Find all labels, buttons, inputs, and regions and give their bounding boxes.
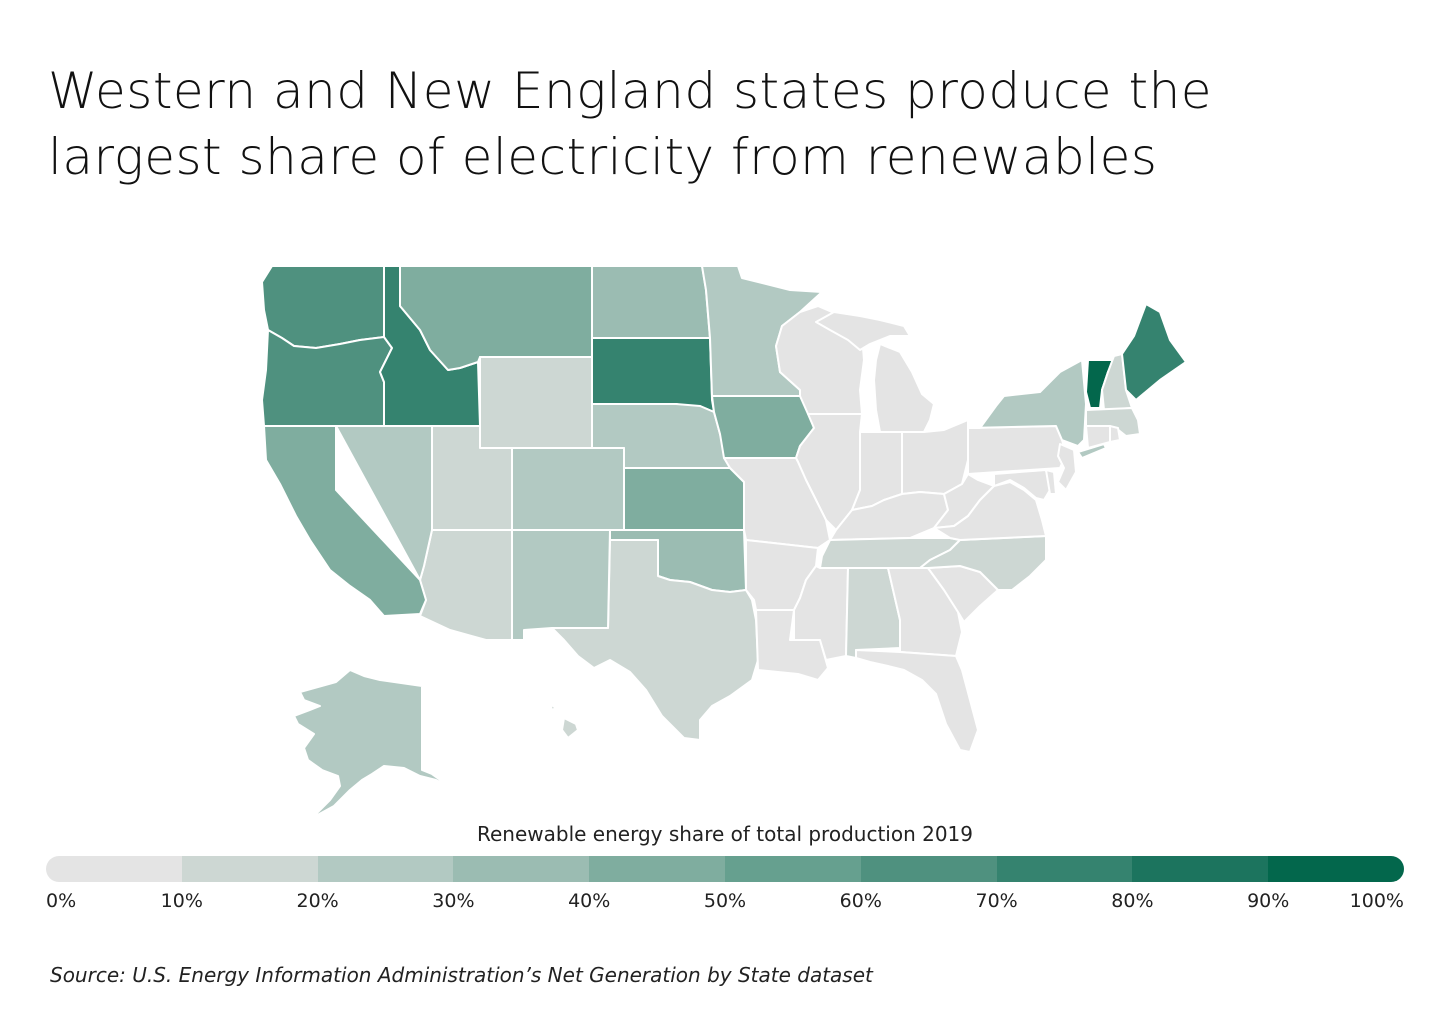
state-nj[interactable]	[1057, 443, 1077, 491]
state-co[interactable]	[511, 447, 625, 531]
legend-bin-3	[453, 856, 590, 882]
legend-bin-6	[860, 856, 997, 882]
state-sd[interactable]	[591, 337, 715, 413]
state-mi-lower[interactable]	[873, 343, 935, 433]
legend-tick: 0%	[46, 890, 77, 912]
state-mi-upper[interactable]	[815, 311, 911, 351]
color-scale-legend	[46, 856, 1404, 882]
legend-title: Renewable energy share of total producti…	[476, 822, 974, 846]
state-me[interactable]	[1121, 303, 1187, 401]
legend-tick: 90%	[1247, 890, 1290, 912]
state-la[interactable]	[755, 609, 829, 681]
chart-title-line-1: Western and New England states produce t…	[48, 62, 1213, 120]
state-ks[interactable]	[623, 467, 745, 531]
legend-tick: 100%	[1349, 890, 1404, 912]
legend-tick: 20%	[296, 890, 339, 912]
legend-bin-0	[46, 856, 182, 882]
state-nc[interactable]	[919, 535, 1047, 591]
state-tx[interactable]	[551, 539, 759, 741]
legend-bin-4	[589, 856, 725, 882]
legend-tick-labels: 0% 10% 20% 30% 40% 50% 60% 70% 80% 90% 1…	[46, 890, 1404, 916]
source-note: Source: U.S. Energy Information Administ…	[50, 963, 873, 987]
state-va[interactable]	[933, 481, 1047, 541]
legend-bin-8	[1132, 856, 1269, 882]
state-nv[interactable]	[335, 425, 433, 581]
legend-bin-5	[724, 856, 861, 882]
legend-tick: 40%	[568, 890, 611, 912]
legend-bin-9	[1268, 856, 1404, 882]
legend-tick: 70%	[975, 890, 1018, 912]
state-ca[interactable]	[263, 425, 427, 617]
state-oh[interactable]	[901, 419, 969, 495]
state-az[interactable]	[419, 529, 513, 641]
state-nm[interactable]	[511, 529, 611, 641]
legend-bin-1	[181, 856, 318, 882]
legend-bin-2	[317, 856, 454, 882]
state-ak[interactable]	[293, 669, 475, 819]
state-hi[interactable]	[561, 717, 579, 739]
legend-tick: 30%	[432, 890, 475, 912]
legend-tick: 80%	[1111, 890, 1154, 912]
state-nd[interactable]	[591, 265, 711, 339]
state-de[interactable]	[1045, 469, 1057, 495]
legend-tick: 60%	[839, 890, 882, 912]
chart-title-line-2: largest share of electricity from renewa…	[48, 128, 1158, 186]
state-hi-islands[interactable]	[501, 681, 557, 711]
state-wa[interactable]	[261, 265, 385, 349]
state-ct[interactable]	[1085, 425, 1111, 449]
state-ny[interactable]	[967, 359, 1087, 447]
legend-bin-7	[996, 856, 1133, 882]
legend-tick: 10%	[160, 890, 203, 912]
chart-title: Western and New England states produce t…	[48, 58, 1408, 190]
state-wy[interactable]	[479, 356, 593, 449]
legend-tick: 50%	[703, 890, 747, 912]
state-ri[interactable]	[1109, 425, 1121, 443]
state-fl[interactable]	[855, 649, 979, 753]
state-pa[interactable]	[967, 425, 1067, 475]
